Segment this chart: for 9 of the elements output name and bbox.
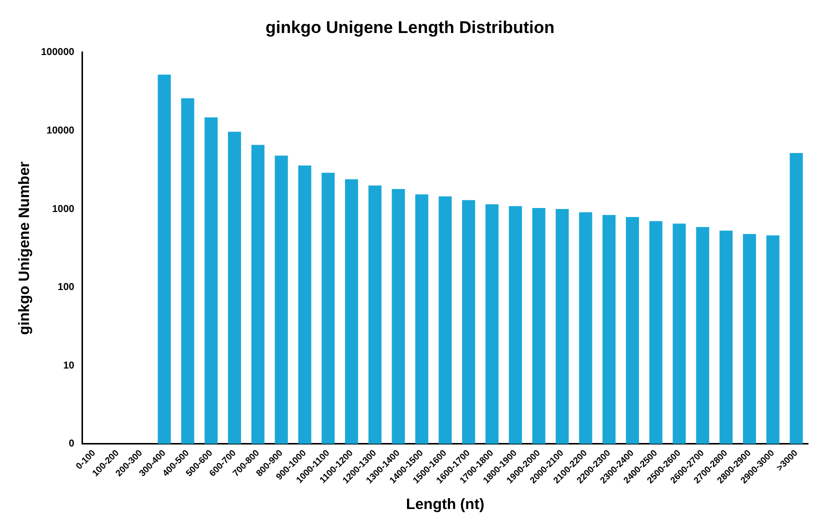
- chart-title: ginkgo Unigene Length Distribution: [266, 18, 554, 37]
- y-tick-label: 10: [63, 360, 75, 372]
- x-axis-title: Length (nt): [406, 496, 484, 514]
- y-tick-label: 1000: [52, 204, 75, 215]
- y-tick-label: 0: [68, 438, 75, 450]
- y-axis-title: ginkgo Unigene Number: [16, 161, 34, 335]
- y-tick-label: 10000: [46, 125, 75, 136]
- y-tick-label: 100: [58, 282, 75, 294]
- y-tick-label: 100000: [40, 47, 75, 58]
